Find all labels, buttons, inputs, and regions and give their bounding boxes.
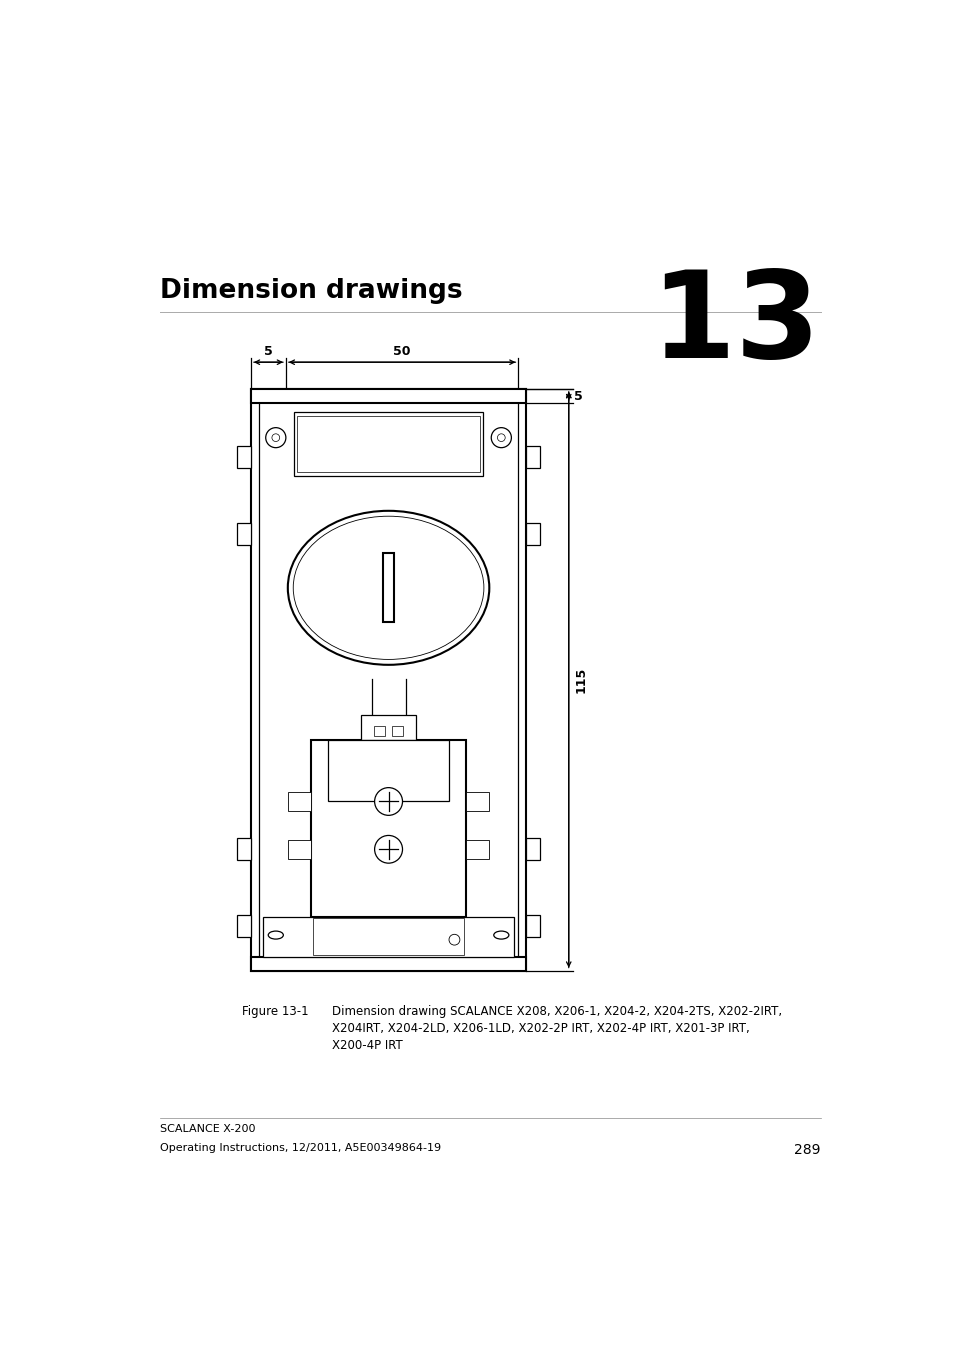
Text: Operating Instructions, 12/2011, A5E00349864-19: Operating Instructions, 12/2011, A5E0034… bbox=[159, 1143, 440, 1153]
Bar bbox=[383, 554, 394, 622]
Bar bbox=[525, 838, 539, 860]
Bar bbox=[392, 726, 403, 736]
Bar bbox=[328, 740, 449, 801]
Text: Figure 13-1: Figure 13-1 bbox=[241, 1006, 308, 1018]
Bar bbox=[297, 416, 479, 472]
Circle shape bbox=[491, 428, 511, 448]
Bar bbox=[294, 412, 483, 477]
Bar bbox=[313, 918, 464, 954]
Bar bbox=[466, 840, 489, 859]
Ellipse shape bbox=[268, 931, 283, 940]
Text: Dimension drawing SCALANCE X208, X206-1, X204-2, X204-2TS, X202-2IRT,: Dimension drawing SCALANCE X208, X206-1,… bbox=[332, 1006, 781, 1018]
Bar bbox=[251, 389, 525, 404]
Circle shape bbox=[375, 836, 402, 863]
Bar bbox=[374, 726, 384, 736]
Ellipse shape bbox=[288, 510, 489, 664]
Bar bbox=[258, 397, 517, 963]
Bar bbox=[525, 915, 539, 937]
Bar bbox=[525, 524, 539, 544]
Bar bbox=[262, 917, 514, 957]
Bar bbox=[236, 838, 251, 860]
Text: 13: 13 bbox=[650, 266, 820, 383]
Text: 5: 5 bbox=[264, 344, 273, 358]
Bar bbox=[236, 524, 251, 544]
Text: X204IRT, X204-2LD, X206-1LD, X202-2P IRT, X202-4P IRT, X201-3P IRT,: X204IRT, X204-2LD, X206-1LD, X202-2P IRT… bbox=[332, 1022, 749, 1035]
Bar bbox=[251, 957, 525, 971]
Bar bbox=[236, 915, 251, 937]
Text: 5: 5 bbox=[574, 390, 582, 402]
Bar bbox=[525, 446, 539, 467]
Bar bbox=[288, 792, 311, 811]
Circle shape bbox=[375, 787, 402, 815]
Ellipse shape bbox=[494, 931, 508, 940]
Bar bbox=[251, 389, 525, 971]
Bar bbox=[288, 840, 311, 859]
Bar bbox=[466, 792, 489, 811]
Text: SCALANCE X-200: SCALANCE X-200 bbox=[159, 1125, 254, 1134]
Bar bbox=[361, 716, 416, 740]
Bar bbox=[236, 446, 251, 467]
Text: 50: 50 bbox=[393, 344, 411, 358]
Text: Dimension drawings: Dimension drawings bbox=[159, 278, 461, 304]
Text: 115: 115 bbox=[574, 667, 586, 693]
Text: X200-4P IRT: X200-4P IRT bbox=[332, 1040, 403, 1052]
Bar bbox=[311, 740, 466, 917]
Text: 289: 289 bbox=[793, 1143, 820, 1157]
Circle shape bbox=[266, 428, 286, 448]
